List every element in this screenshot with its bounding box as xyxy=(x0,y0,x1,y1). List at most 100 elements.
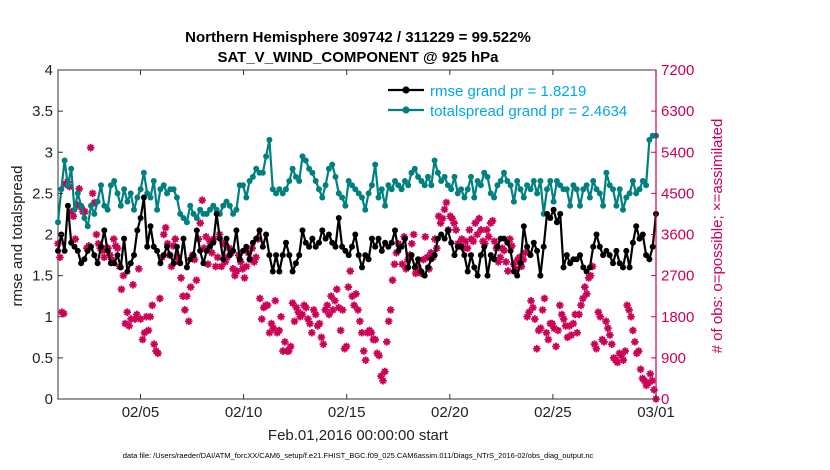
obs-marker xyxy=(592,344,601,353)
totalspread-point xyxy=(183,219,190,226)
obs-marker xyxy=(582,290,591,298)
rmse-point xyxy=(296,252,303,259)
obs-marker xyxy=(646,370,655,378)
obs-marker xyxy=(613,358,622,367)
totalspread-point xyxy=(471,194,478,201)
rmse-point xyxy=(431,252,438,259)
totalspread-point xyxy=(451,173,458,180)
obs-marker xyxy=(342,342,351,351)
obs-marker xyxy=(619,356,628,364)
rmse-point xyxy=(583,268,590,275)
rmse-point xyxy=(137,215,144,221)
rmse-point xyxy=(577,252,583,259)
obs-marker xyxy=(529,303,537,312)
totalspread-point xyxy=(137,186,144,193)
obs-marker xyxy=(361,356,370,364)
rmse-point xyxy=(425,264,431,271)
rmse-point xyxy=(312,243,319,250)
totalspread-point xyxy=(613,202,620,209)
obs-marker xyxy=(211,262,220,271)
totalspread-point xyxy=(468,173,474,180)
rmse-point xyxy=(603,247,610,254)
rmse-point xyxy=(451,252,458,259)
rmse-point xyxy=(220,256,227,263)
totalspread-point xyxy=(487,190,494,197)
obs-marker xyxy=(219,239,228,248)
obs-marker xyxy=(336,326,345,335)
obs-marker xyxy=(344,283,353,291)
obs-marker xyxy=(202,232,210,241)
obs-marker xyxy=(602,317,610,326)
obs-marker xyxy=(136,315,145,323)
totalspread-point xyxy=(64,182,71,189)
totalspread-point xyxy=(197,206,204,213)
totalspread-point xyxy=(312,178,319,184)
obs-marker xyxy=(438,214,447,223)
obs-marker xyxy=(557,310,566,319)
totalspread-point xyxy=(444,182,451,189)
rmse-point xyxy=(441,235,448,242)
rmse-point xyxy=(253,235,260,242)
totalspread-point xyxy=(134,194,141,201)
legend: rmse grand pr = 1.8219 totalspread grand… xyxy=(383,77,627,122)
totalspread-point xyxy=(339,194,346,201)
obs-marker xyxy=(138,335,147,344)
obs-marker xyxy=(600,338,608,346)
obs-marker xyxy=(269,324,278,332)
obs-marker xyxy=(233,267,241,275)
rmse-point xyxy=(600,252,607,259)
totalspread-point xyxy=(494,182,501,189)
rmse-point xyxy=(586,264,593,271)
y-tick-label-left: 0 xyxy=(45,391,53,408)
rmse-point xyxy=(81,256,88,263)
rmse-point xyxy=(243,243,250,250)
totalspread-point xyxy=(114,190,121,197)
totalspread-point xyxy=(74,190,81,197)
rmse-point xyxy=(61,247,68,254)
rmse-point xyxy=(352,231,359,238)
rmse-point xyxy=(316,239,322,246)
totalspread-point xyxy=(550,198,557,205)
obs-marker xyxy=(379,376,387,385)
rmse-point xyxy=(207,243,213,250)
y-tick-label-right: 7200 xyxy=(661,62,694,79)
obs-marker xyxy=(386,306,395,314)
obs-marker xyxy=(190,255,199,264)
totalspread-point xyxy=(131,206,137,213)
rmse-point xyxy=(596,243,603,250)
totalspread-point xyxy=(577,202,583,209)
totalspread-point xyxy=(78,202,85,209)
totalspread-point xyxy=(431,157,438,164)
rmse-point xyxy=(273,252,280,259)
totalspread-point xyxy=(124,198,131,205)
totalspread-point xyxy=(322,182,329,189)
chart-title: Northern Hemisphere 309742 / 311229 = 99… xyxy=(185,29,531,46)
obs-marker xyxy=(573,328,581,337)
obs-marker xyxy=(81,207,89,216)
totalspread-point xyxy=(68,165,75,172)
totalspread-point xyxy=(524,182,531,189)
rmse-point xyxy=(157,260,164,267)
rmse-point xyxy=(124,268,131,275)
rmse-point xyxy=(332,243,339,250)
obs-marker xyxy=(490,237,499,246)
totalspread-point xyxy=(263,153,270,160)
totalspread-point xyxy=(411,165,418,172)
rmse-point xyxy=(520,223,527,230)
totalspread-point xyxy=(491,194,498,201)
obs-marker xyxy=(421,232,430,241)
totalspread-point xyxy=(144,190,151,197)
rmse-point xyxy=(131,252,137,259)
totalspread-point xyxy=(388,186,395,193)
rmse-point xyxy=(573,256,580,263)
obs-marker xyxy=(496,253,505,262)
obs-marker xyxy=(465,226,474,234)
obs-marker xyxy=(594,308,603,316)
obs-marker xyxy=(502,258,510,266)
obs-marker xyxy=(308,328,316,337)
rmse-point xyxy=(375,235,382,242)
totalspread-point xyxy=(276,186,283,193)
obs-marker xyxy=(208,248,216,257)
obs-marker xyxy=(281,338,289,346)
totalspread-point xyxy=(544,186,550,193)
